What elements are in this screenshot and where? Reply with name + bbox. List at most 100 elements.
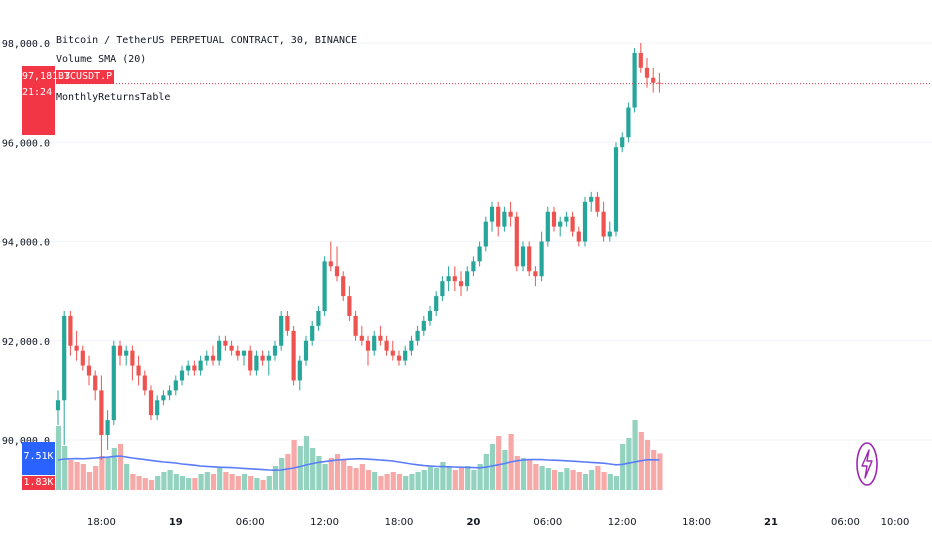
price-tick-label: 92,000.0 [2, 337, 50, 348]
candle-body [80, 350, 85, 366]
volume-bar [607, 474, 613, 490]
candle-body [55, 400, 61, 411]
candle-body [372, 335, 377, 351]
candle-body [489, 206, 495, 222]
volume-bar [186, 478, 192, 490]
candle-body [359, 335, 364, 341]
volume-bar [248, 476, 254, 490]
candle [316, 306, 321, 331]
volume-bar [403, 476, 409, 490]
volume-bar [502, 450, 508, 490]
candle [241, 350, 247, 366]
candle [347, 286, 352, 321]
candle-body [62, 315, 67, 401]
volume-bar [384, 474, 390, 490]
candle-body [545, 211, 550, 242]
lightning-icon[interactable] [855, 441, 879, 487]
volume-bar [471, 470, 477, 490]
candle [266, 350, 271, 376]
candle-body [111, 345, 116, 421]
time-axis[interactable]: 18:00 19 06:00 12:00 18:00 20 06:00 12:00 18:00 2… [87, 517, 909, 528]
candle [471, 256, 476, 277]
volume-bar [148, 480, 155, 490]
candle-body [539, 241, 544, 277]
volume-bar [514, 456, 520, 490]
candle-body [322, 261, 327, 311]
volume-bar [644, 440, 651, 490]
candle [365, 335, 371, 366]
candle [403, 345, 408, 366]
candle [254, 350, 259, 376]
candle [409, 335, 414, 356]
volume-bar [223, 472, 229, 490]
volume-bar [235, 476, 241, 490]
indicator-monthly-returns[interactable]: MonthlyReturnsTable [56, 92, 171, 103]
volume-bar [496, 436, 502, 490]
candle [434, 291, 439, 316]
candle [167, 385, 172, 401]
candle [458, 271, 464, 297]
candle [570, 211, 575, 237]
volume-bar [421, 470, 427, 490]
volume-bar [192, 478, 198, 490]
candle [328, 241, 333, 272]
candle-body [409, 340, 414, 351]
candle-body [601, 211, 606, 237]
candle-body [179, 370, 185, 381]
volume-bar [415, 472, 421, 490]
candle-body [452, 276, 457, 282]
candle-body [576, 231, 581, 242]
time-tick-label: 12:00 [608, 517, 637, 528]
volume-bar [341, 460, 347, 490]
volume-bar [179, 476, 186, 490]
candle-body [241, 350, 247, 356]
candle-body [477, 246, 482, 262]
volume-bar [266, 476, 272, 490]
volume-bar [204, 472, 210, 490]
candle-body [496, 206, 501, 227]
time-tick-label: 10:00 [881, 517, 910, 528]
candle [644, 57, 650, 88]
volume-bar [111, 448, 117, 490]
candle-body [595, 196, 600, 212]
volume-bar [489, 444, 496, 490]
price-axis[interactable]: 98,000.0 96,000.0 94,000.0 92,000.0 90,000.0 [2, 39, 50, 447]
volume-bar [291, 440, 297, 490]
candle-body [396, 355, 402, 361]
candle-body [86, 365, 92, 376]
candle [384, 335, 389, 356]
volume-bar [626, 438, 632, 490]
candle [334, 246, 340, 282]
volume-bar [99, 456, 105, 490]
candle [223, 335, 228, 351]
candle [533, 266, 538, 287]
time-tick-label: 19 [169, 517, 183, 528]
volume-bar [124, 464, 130, 490]
volume-bar [86, 472, 93, 490]
symbol-title[interactable]: Bitcoin / TetherUS PERPETUAL CONTRACT, 3… [56, 35, 358, 46]
candle [186, 360, 191, 376]
volume-bar [74, 462, 80, 490]
volume-bar [334, 454, 341, 490]
volume-bar [533, 464, 539, 490]
volume-bar [372, 472, 378, 490]
candle [192, 360, 197, 376]
candle [582, 196, 588, 247]
volume-bar [520, 458, 527, 490]
volume-bar [458, 468, 465, 490]
indicator-volume-sma[interactable]: Volume SMA (20) [56, 54, 147, 65]
candle-body [483, 221, 488, 247]
candle [527, 241, 532, 277]
volume-bar [601, 472, 607, 490]
volume-bar [136, 476, 142, 490]
volume-bar [322, 464, 328, 490]
candle-body [564, 216, 569, 222]
candle [353, 310, 358, 341]
candle [80, 345, 85, 371]
volume-ma-tag: 7.51K [22, 442, 55, 475]
candle [638, 43, 643, 73]
candle [198, 355, 203, 376]
time-tick-label: 18:00 [385, 517, 414, 528]
candle-body [514, 216, 519, 267]
